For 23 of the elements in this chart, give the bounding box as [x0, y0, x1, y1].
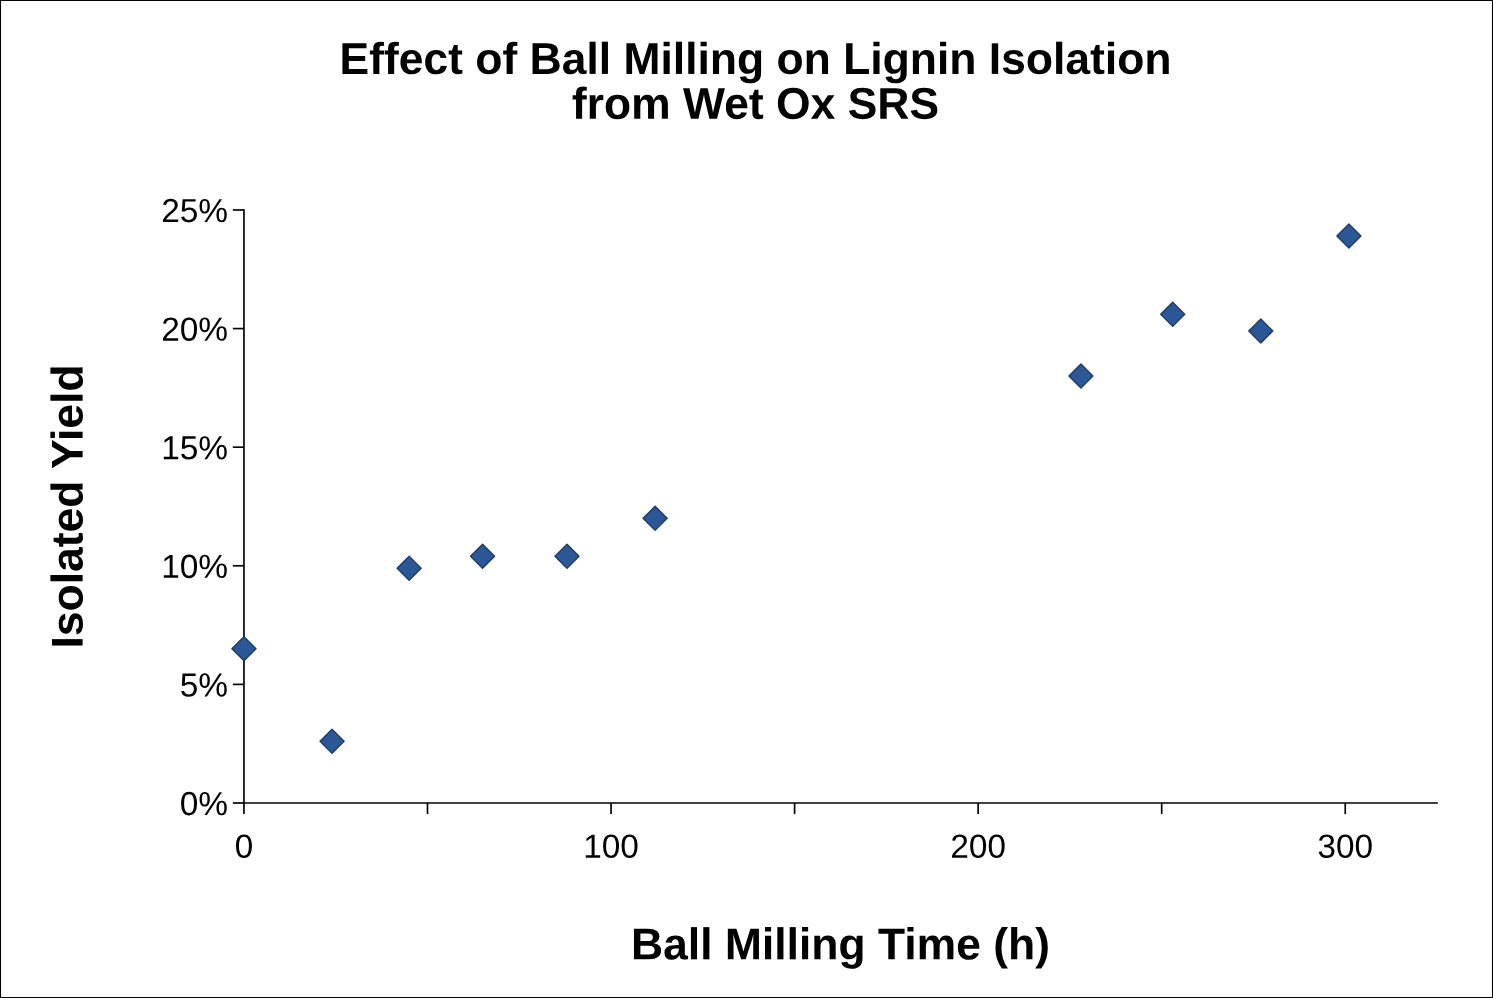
chart-title: Effect of Ball Milling on Lignin Isolation from Wet Ox SRS: [342, 41, 1169, 120]
y-tick-label: 0%: [181, 791, 227, 816]
point: [642, 505, 668, 532]
point: [319, 728, 345, 755]
point: [396, 555, 422, 581]
point: [554, 543, 580, 570]
y-tick-label: 5%: [181, 673, 227, 697]
x-tick-label: 300: [1318, 834, 1372, 859]
point: [1159, 301, 1186, 328]
x-tick-label: 100: [585, 834, 638, 859]
y-tick-label: 15%: [163, 436, 227, 460]
y-tick-label: 25%: [162, 198, 227, 223]
point: [1068, 363, 1094, 389]
x-tick-label: 200: [952, 834, 1005, 859]
y-tick-label: 10%: [163, 554, 227, 579]
point: [469, 543, 496, 570]
y-tick-label: 20%: [162, 317, 227, 341]
x-tick-label: 0: [235, 834, 252, 859]
x-axis-title: Ball Milling Time (h): [633, 927, 1048, 969]
y-axis-title: Isolated Yield: [50, 367, 84, 646]
point: [1248, 318, 1274, 344]
point: [231, 636, 257, 662]
point: [1336, 223, 1362, 249]
